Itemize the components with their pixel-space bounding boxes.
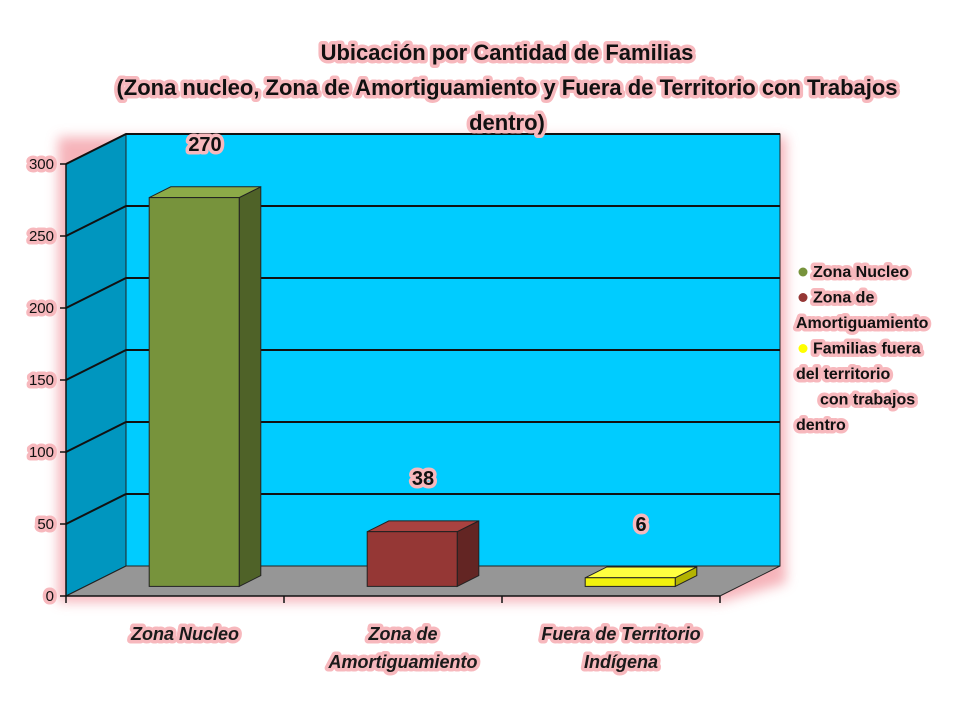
legend-label-2-line-2: con trabajos — [820, 392, 915, 409]
legend-label-1-line-1: Amortiguamiento — [796, 315, 929, 332]
chart-title-line-1: Ubicación por Cantidad de Familias — [321, 40, 694, 65]
bars — [148, 185, 698, 588]
legend-label-2-line-3: dentro — [796, 417, 846, 434]
data-label-1: 38 — [412, 468, 434, 490]
legend-label-1-line-0: Zona de — [813, 290, 874, 307]
legend-marker-1 — [798, 293, 808, 302]
gridline-50 — [65, 493, 780, 525]
gridline-150 — [65, 349, 780, 381]
gridline-250 — [65, 205, 780, 237]
category-label-2-line-0: Fuera de Territorio — [541, 624, 700, 644]
y-tick-label-150: 150 — [29, 372, 54, 389]
legend-label-2-line-1: del territorio — [796, 366, 890, 383]
bar-0 — [148, 197, 240, 587]
bar-side-0 — [238, 185, 262, 588]
category-label-1-line-1: Amortiguamiento — [327, 652, 477, 672]
data-labels: 270 38 6 — [185, 130, 650, 539]
legend-marker-0 — [798, 267, 808, 277]
bar-2 — [584, 577, 676, 587]
category-label-1-line-0: Zona de — [367, 624, 437, 644]
legend-marker-2 — [798, 344, 808, 353]
legend: Zona Nucleo Zona de Amortiguamiento Familia… — [793, 261, 933, 438]
category-labels: Zona Nucleo Zona de Amortiguamiento Fuera d… — [126, 621, 704, 676]
y-tick-label-100: 100 — [29, 444, 54, 461]
y-tick-label-0: 0 — [46, 588, 54, 605]
y-tick-label-200: 200 — [29, 300, 54, 317]
gridline-100 — [65, 421, 780, 453]
y-tick-labels: 0 50 100 150 200 250 300 — [25, 153, 57, 609]
category-label-2-line-1: Indígena — [584, 652, 658, 672]
y-tick-label-50: 50 — [37, 516, 54, 533]
data-label-2: 6 — [635, 514, 646, 536]
chart-title-line-3: dentro) — [469, 110, 545, 135]
bar-1 — [366, 531, 458, 587]
chart-title-line-2: (Zona nucleo, Zona de Amortiguamiento y … — [116, 75, 897, 100]
data-label-0: 270 — [188, 134, 221, 156]
gridline-200 — [65, 277, 780, 309]
category-label-0-line-0: Zona Nucleo — [130, 624, 239, 644]
gridlines — [65, 133, 780, 525]
axes — [60, 163, 721, 603]
legend-label-0-line-0: Zona Nucleo — [813, 264, 909, 281]
bar-side-1 — [456, 520, 480, 588]
y-tick-label-300: 300 — [29, 156, 54, 173]
gridline-300 — [65, 133, 780, 165]
y-tick-label-250: 250 — [29, 228, 54, 245]
legend-label-2-line-0: Familias fuera — [813, 341, 921, 358]
